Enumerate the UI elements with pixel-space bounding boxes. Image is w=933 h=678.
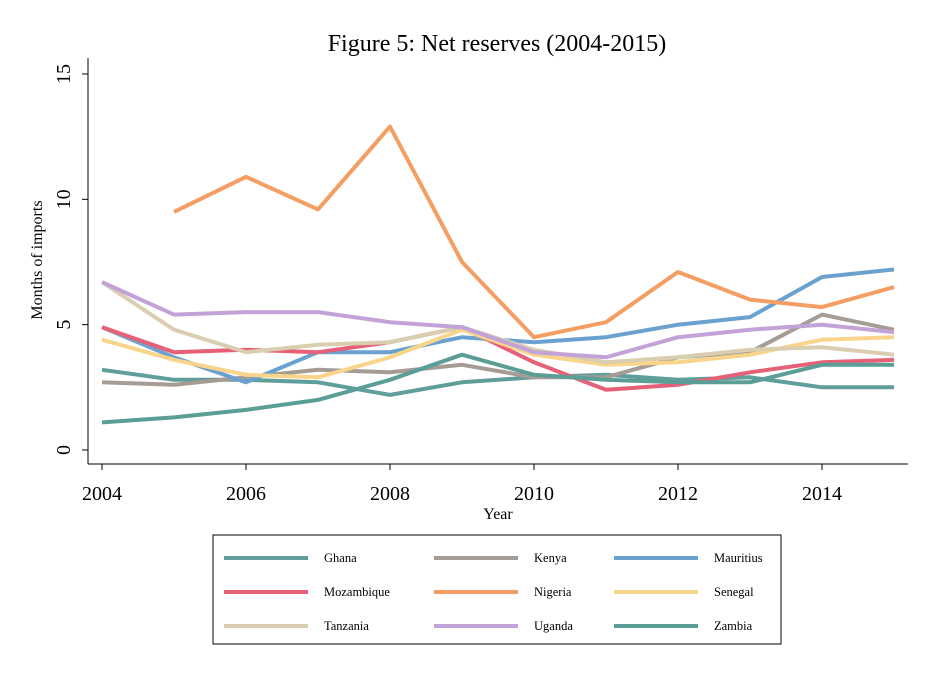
x-tick-label: 2006: [226, 483, 266, 505]
legend-label-kenya: Kenya: [534, 551, 567, 565]
x-tick-label: 2012: [658, 483, 698, 505]
chart-title: Figure 5: Net reserves (2004-2015): [328, 31, 667, 57]
legend: Ghana Kenya Mauritius Mozambique Nigeria Sene…: [224, 551, 763, 633]
legend-label-tanzania: Tanzania: [324, 619, 369, 633]
series-line-zambia: [101, 352, 894, 425]
x-axis-title: Year: [483, 506, 513, 523]
x-tick-label: 2014: [802, 483, 842, 505]
series-line-senegal: [101, 327, 895, 380]
series-line-uganda: [101, 280, 895, 360]
series-line-nigeria: [173, 124, 895, 340]
y-tick-label: 15: [53, 64, 75, 84]
legend-label-mozambique: Mozambique: [324, 585, 390, 599]
x-tick-label: 2004: [82, 483, 122, 505]
legend-label-uganda: Uganda: [534, 619, 573, 633]
legend-label-zambia: Zambia: [714, 619, 753, 633]
x-tick-label: 2010: [514, 483, 554, 505]
legend-label-nigeria: Nigeria: [534, 585, 572, 599]
y-axis-title: Months of imports: [29, 200, 46, 319]
legend-label-senegal: Senegal: [714, 585, 754, 599]
x-tick-label: 2008: [370, 483, 410, 505]
y-tick-label: 5: [53, 320, 75, 330]
y-tick-label: 0: [53, 445, 75, 455]
series-layer: [100, 124, 895, 425]
legend-label-mauritius: Mauritius: [714, 551, 763, 565]
axes: 0 5 10 15 2004 2006 2008 2010 2012 2014: [53, 58, 908, 505]
y-tick-label: 10: [53, 189, 75, 209]
legend-label-ghana: Ghana: [324, 551, 357, 565]
